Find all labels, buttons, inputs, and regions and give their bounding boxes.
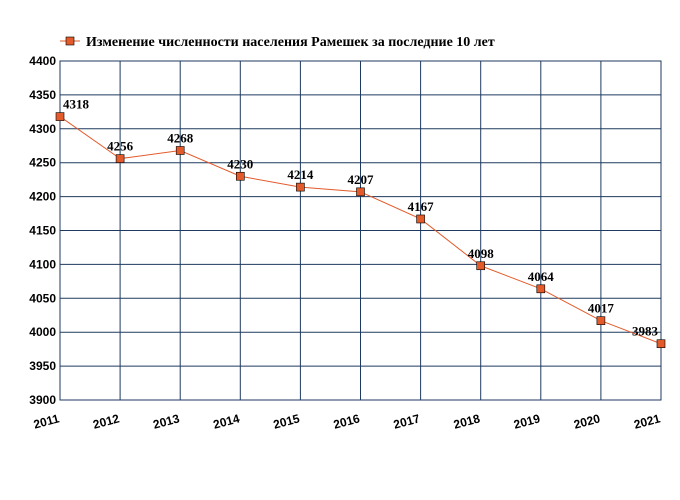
data-label: 4256 [107,139,134,154]
y-tick-label: 4000 [29,325,56,339]
data-label: 4098 [468,246,495,261]
data-label: 4017 [588,301,615,316]
data-point-marker [596,316,606,325]
y-tick-label: 4100 [29,257,56,271]
data-point-marker [296,182,305,192]
data-label: 3983 [632,324,659,339]
x-tick-label: 2018 [452,411,482,432]
x-tick-label: 2016 [332,411,362,432]
data-point-marker [656,339,666,349]
data-label: 4207 [348,172,375,187]
y-tick-label: 3950 [29,359,56,373]
x-tick-label: 2011 [32,411,61,431]
y-tick-label: 4050 [29,291,56,305]
y-axis-ticks: 3900 3950 4000 4050 4100 4150 4200 4250 4300 4350… [29,54,56,407]
data-point-marker [476,261,486,271]
data-label: 4230 [227,156,253,171]
x-tick-label: 2019 [512,411,542,432]
data-label: 4167 [408,199,435,214]
data-point-marker [416,214,425,224]
series-markers [55,112,666,349]
data-point-marker [175,146,185,155]
plot-frame [59,60,662,401]
x-tick-label: 2014 [212,411,242,432]
data-point-marker [356,187,365,197]
y-tick-label: 4350 [29,88,56,102]
data-labels: 4318 4256 4268 4230 4214 4207 4167 4098 4064 4017… [63,97,659,339]
y-tick-label: 3900 [29,393,56,407]
x-tick-label: 2015 [272,411,302,432]
data-point-marker [536,284,546,294]
data-label: 4318 [63,97,90,112]
y-tick-label: 4300 [29,122,56,136]
data-label: 4064 [528,269,555,284]
data-point-marker [236,171,245,181]
data-point-marker [115,154,125,163]
y-tick-label: 4150 [29,224,56,238]
x-tick-label: 2012 [91,411,121,432]
legend-label: Изменение численности населения Рамешек … [86,35,495,50]
data-label: 4268 [167,130,194,145]
x-tick-label: 2017 [392,411,422,432]
grid-lines [59,60,662,401]
x-tick-label: 2013 [152,411,182,432]
x-tick-label: 2021 [632,411,662,432]
y-tick-label: 4400 [29,54,56,68]
x-axis-ticks: 2011 2012 2013 2014 2015 2016 2017 2018 2019 2020… [32,411,662,432]
legend-marker-swatch [65,36,75,46]
y-tick-label: 4200 [29,190,56,204]
y-tick-label: 4250 [29,156,56,170]
data-point-marker [55,112,65,121]
data-label: 4214 [287,167,314,182]
legend: Изменение численности населения Рамешек … [60,35,495,50]
x-tick-label: 2020 [572,411,602,432]
